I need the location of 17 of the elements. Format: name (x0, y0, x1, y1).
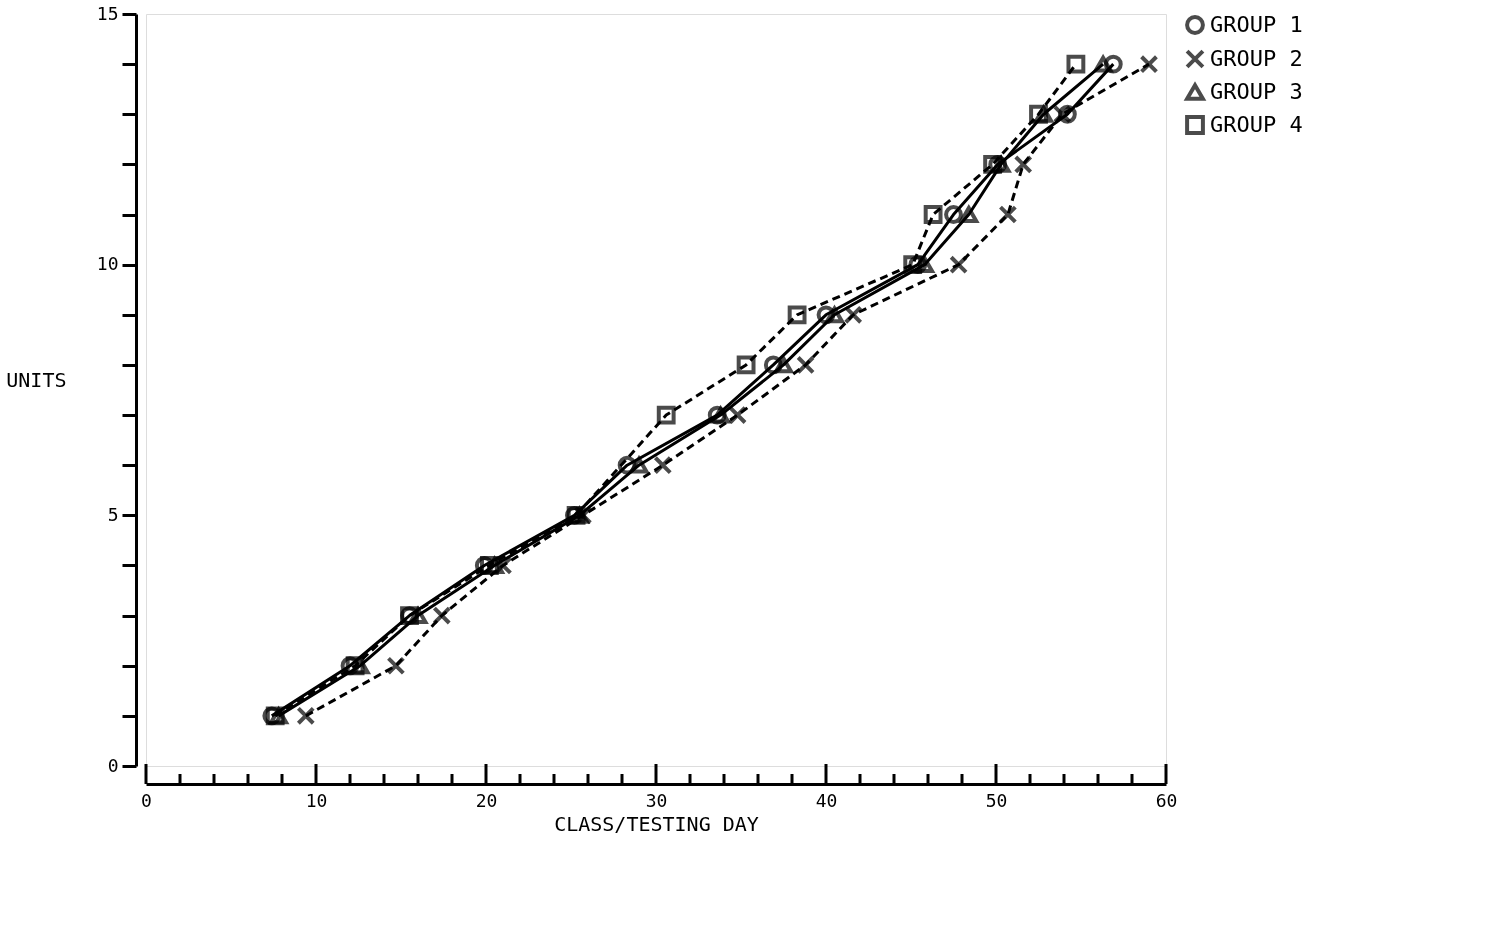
y-axis-title: UNITS (6, 367, 67, 392)
x-tick-label: 0 (141, 789, 152, 811)
x-tick-label: 30 (645, 789, 668, 811)
y-tick-label: 10 (96, 253, 119, 275)
legend-label: GROUP 4 (1210, 112, 1303, 137)
y-tick-label: 0 (107, 754, 119, 776)
x-tick-label: 40 (815, 789, 838, 811)
y-tick-label: 5 (107, 503, 119, 525)
x-tick-label: 10 (305, 789, 328, 811)
legend-label: GROUP 3 (1210, 79, 1303, 104)
y-tick-label: 15 (96, 2, 119, 24)
legend-label: GROUP 1 (1210, 12, 1303, 37)
legend-label: GROUP 2 (1210, 46, 1303, 71)
x-tick-label: 20 (475, 789, 498, 811)
x-tick-label: 60 (1155, 789, 1178, 811)
x-axis-title: CLASS/TESTING DAY (554, 811, 759, 836)
x-tick-label: 50 (985, 789, 1008, 811)
